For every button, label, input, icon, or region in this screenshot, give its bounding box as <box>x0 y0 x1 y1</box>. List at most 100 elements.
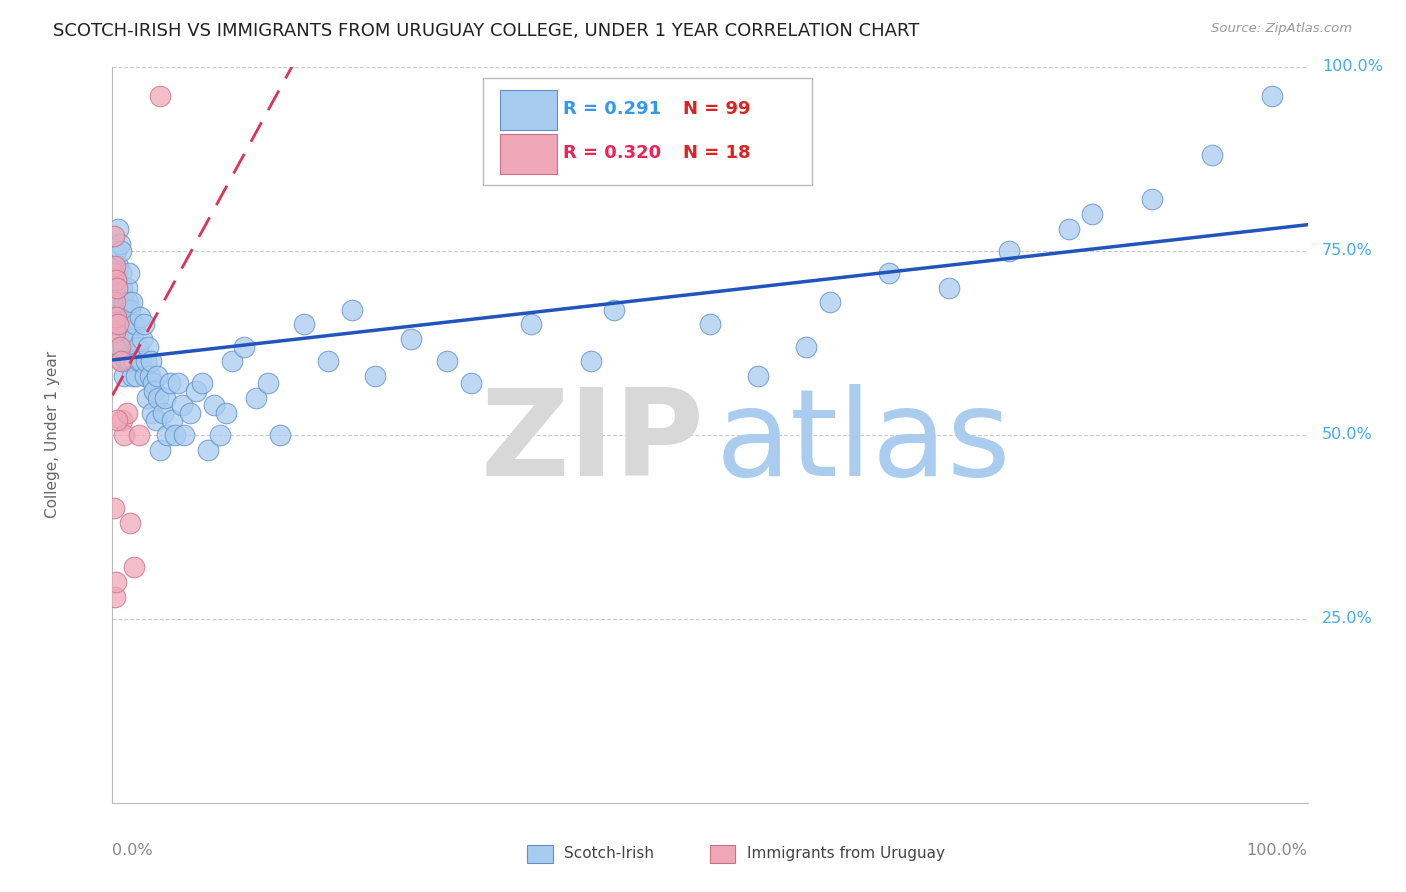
Point <box>1081 207 1104 221</box>
Point <box>115 318 138 332</box>
Point <box>316 354 339 368</box>
Point <box>125 369 148 384</box>
Point <box>129 310 152 325</box>
Point <box>143 384 166 398</box>
Point <box>145 413 167 427</box>
Point <box>120 302 142 317</box>
Point <box>104 295 127 310</box>
Point <box>107 340 129 354</box>
Point <box>879 266 901 280</box>
Point <box>103 229 125 244</box>
Point <box>145 369 167 384</box>
Point <box>131 332 153 346</box>
Point <box>114 318 136 332</box>
Point <box>163 427 186 442</box>
Text: R = 0.291: R = 0.291 <box>562 101 661 119</box>
Point <box>114 427 135 442</box>
Point <box>159 376 181 391</box>
Point <box>1261 89 1284 103</box>
Point <box>105 281 128 295</box>
Point <box>179 406 201 420</box>
Point <box>202 398 225 412</box>
Text: ZIP: ZIP <box>481 384 704 500</box>
Point <box>122 354 145 368</box>
Point <box>794 340 817 354</box>
Point <box>127 340 149 354</box>
Text: 25.0%: 25.0% <box>1322 611 1372 626</box>
Point <box>747 369 769 384</box>
Point <box>1142 193 1164 207</box>
Point <box>108 236 131 251</box>
Point <box>118 266 141 280</box>
Point <box>114 295 135 310</box>
Text: College, Under 1 year: College, Under 1 year <box>45 351 60 518</box>
Point <box>818 295 841 310</box>
Point <box>269 427 291 442</box>
Point <box>122 560 145 574</box>
Point <box>215 406 238 420</box>
Point <box>118 325 141 339</box>
Point <box>292 318 315 332</box>
FancyBboxPatch shape <box>499 134 557 174</box>
Point <box>233 340 256 354</box>
Text: 100.0%: 100.0% <box>1247 843 1308 858</box>
Text: 100.0%: 100.0% <box>1322 60 1384 74</box>
Text: atlas: atlas <box>716 384 1012 500</box>
Point <box>173 427 195 442</box>
Point <box>110 354 132 368</box>
Point <box>699 318 721 332</box>
Point <box>107 222 129 236</box>
Point <box>156 427 179 442</box>
Point <box>340 302 363 317</box>
Point <box>120 354 142 368</box>
Point <box>120 516 142 530</box>
Point <box>186 384 208 398</box>
Point <box>115 406 138 420</box>
Point <box>136 391 159 405</box>
Point <box>110 244 132 258</box>
Text: R = 0.320: R = 0.320 <box>562 145 661 162</box>
Point <box>121 295 143 310</box>
Point <box>221 354 243 368</box>
Point <box>112 340 135 354</box>
Point <box>128 354 150 368</box>
Point <box>104 325 127 339</box>
Point <box>197 442 219 457</box>
Text: N = 18: N = 18 <box>682 145 751 162</box>
Point <box>162 413 183 427</box>
Point <box>129 354 152 368</box>
Text: Source: ZipAtlas.com: Source: ZipAtlas.com <box>1212 22 1353 36</box>
Point <box>105 413 128 427</box>
Point <box>520 318 543 332</box>
Point <box>138 369 160 384</box>
Point <box>105 266 128 280</box>
Point <box>107 318 129 332</box>
Point <box>103 501 125 516</box>
Point <box>121 332 143 346</box>
Point <box>111 413 134 427</box>
Point <box>257 376 280 391</box>
Point <box>209 427 232 442</box>
Point <box>111 281 134 295</box>
Point <box>111 354 134 368</box>
FancyBboxPatch shape <box>499 90 557 130</box>
Text: 75.0%: 75.0% <box>1322 244 1372 259</box>
Point <box>135 354 157 368</box>
Point <box>938 281 960 295</box>
Text: 50.0%: 50.0% <box>1322 427 1372 442</box>
Point <box>141 406 163 420</box>
Point <box>153 391 176 405</box>
Point <box>105 575 128 590</box>
Point <box>149 89 172 103</box>
Point <box>110 332 132 346</box>
Point <box>111 318 134 332</box>
Point <box>105 273 128 287</box>
Point <box>134 369 156 384</box>
Point <box>149 442 172 457</box>
Point <box>191 376 214 391</box>
Point <box>108 340 131 354</box>
Point <box>603 302 626 317</box>
Point <box>138 340 160 354</box>
Point <box>104 590 127 604</box>
Point <box>121 369 143 384</box>
